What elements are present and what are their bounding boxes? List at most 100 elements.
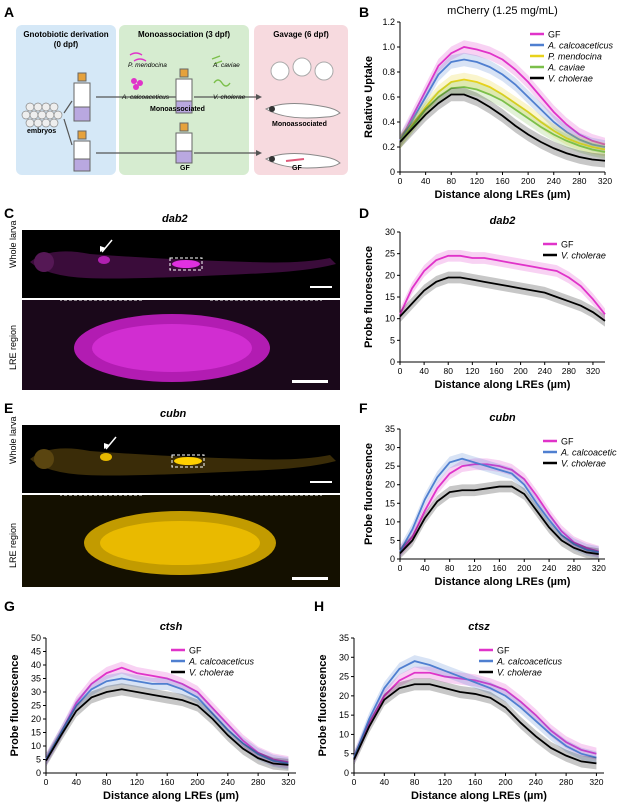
legend-label: A. calcoaceticus [547, 41, 614, 51]
x-tick-label: 0 [352, 777, 357, 787]
monoassociated-label-3: Monoassociated [272, 121, 327, 128]
legend-label: GF [497, 646, 510, 656]
series-error-band [400, 52, 605, 154]
step1-box [16, 25, 116, 175]
panel-label-g: G [4, 598, 15, 614]
chart-f: cubn 0 5 10 15 20 25 30 35 0 40 80 120 160 200 240 280 32… [363, 412, 617, 588]
x-tick-label: 280 [572, 176, 586, 186]
series-line [45, 677, 289, 765]
y-tick-label: 35 [339, 633, 349, 643]
x-tick-label: 280 [559, 777, 573, 787]
x-tick-label: 200 [517, 563, 531, 573]
legend-label: V. cholerae [561, 459, 606, 469]
y-tick-label: 0.8 [382, 67, 395, 77]
flow-arrows [63, 96, 256, 154]
y-tick-label: 0.2 [382, 142, 395, 152]
x-tick-label: 240 [547, 176, 561, 186]
series-error-band [400, 480, 599, 559]
series-error-band [354, 678, 597, 770]
y-tick-label: 35 [385, 424, 395, 434]
x-tick-label: 40 [72, 777, 82, 787]
x-tick-label: 40 [419, 366, 429, 376]
y-tick-label: 10 [385, 314, 395, 324]
y-tick-label: 20 [31, 714, 41, 724]
x-tick-label: 160 [468, 777, 482, 787]
y-tick-label: 25 [339, 672, 349, 682]
fish-icons [264, 57, 341, 169]
x-tick-label: 120 [130, 777, 144, 787]
y-tick-label: 0 [390, 357, 395, 367]
series-error-band [354, 666, 597, 764]
y-axis-label: Probe fluorescence [317, 654, 329, 756]
y-tick-label: 5 [390, 535, 395, 545]
x-tick-label: 200 [190, 777, 204, 787]
legend-label: P. mendocina [548, 52, 602, 62]
x-tick-label: 280 [562, 366, 576, 376]
bug-label-2: A. caviae [213, 62, 240, 69]
x-tick-label: 80 [410, 777, 420, 787]
y-tick-label: 0 [36, 768, 41, 778]
y-tick-label: 15 [31, 728, 41, 738]
series-line [399, 463, 600, 553]
x-tick-label: 240 [542, 563, 556, 573]
x-tick-label: 40 [421, 176, 431, 186]
legend-label: V. cholerae [497, 668, 542, 678]
panel-label-c: C [4, 205, 15, 221]
legend-label: GF [561, 437, 574, 447]
y-tick-label: 1.2 [382, 17, 395, 27]
schematic-drawing [21, 52, 341, 172]
flask-icon [73, 72, 91, 172]
x-tick-label: 320 [586, 366, 600, 376]
chart-b: mCherry (1.25 mg/mL) 0 0.2 0.4 0.6 0.8 1.0 1.2 0… [363, 5, 614, 200]
y-tick-label: 5 [390, 335, 395, 345]
x-tick-label: 80 [102, 777, 112, 787]
side-label-whole-larva-e: Whole larva [8, 416, 18, 464]
y-axis-label: Probe fluorescence [9, 654, 21, 756]
x-axis-label: Distance along LREs (µm) [435, 379, 571, 391]
series-line [399, 78, 606, 151]
series-error-band [400, 40, 605, 152]
x-tick-label: 0 [398, 366, 403, 376]
x-tick-label: 280 [251, 777, 265, 787]
series-line [353, 671, 597, 758]
x-tick-label: 40 [380, 777, 390, 787]
y-tick-label: 0 [390, 167, 395, 177]
y-tick-label: 0 [390, 554, 395, 564]
series-error-band [400, 452, 599, 559]
whole-larva-image-dab2 [22, 230, 340, 298]
side-label-lre-e: LRE region [8, 522, 18, 568]
y-tick-label: 1.0 [382, 42, 395, 52]
series-error-band [400, 80, 605, 159]
panel-label-b: B [359, 4, 370, 20]
legend-label: A. calcoaceticus [560, 448, 617, 458]
x-tick-label: 160 [160, 777, 174, 787]
bug-label-4: V. cholerae [213, 94, 246, 101]
x-tick-label: 320 [598, 176, 612, 186]
y-tick-label: 15 [339, 710, 349, 720]
series-error-band [354, 655, 597, 764]
whole-larva-image-cubn [22, 425, 340, 493]
x-tick-label: 200 [521, 176, 535, 186]
bacteria-icons [129, 52, 231, 90]
x-tick-label: 120 [467, 563, 481, 573]
series-line [45, 688, 289, 766]
x-tick-label: 320 [281, 777, 295, 787]
series-error-band [400, 458, 599, 558]
x-tick-label: 0 [44, 777, 49, 787]
series-line [399, 276, 606, 322]
x-tick-label: 120 [465, 366, 479, 376]
x-tick-label: 120 [470, 176, 484, 186]
step1-sub: (0 dpf) [53, 40, 79, 49]
series-line [45, 666, 289, 764]
panel-c-gene: dab2 [162, 213, 188, 225]
x-tick-label: 80 [445, 563, 455, 573]
y-axis-label: Probe fluorescence [363, 443, 375, 545]
y-tick-label: 20 [339, 691, 349, 701]
panel-label-f: F [359, 400, 368, 416]
x-tick-label: 320 [589, 777, 603, 787]
series-line [399, 485, 599, 556]
x-tick-label: 160 [492, 563, 506, 573]
series-error-band [400, 249, 605, 321]
step3-box [254, 25, 348, 175]
y-axis-label: Probe fluorescence [363, 246, 375, 348]
